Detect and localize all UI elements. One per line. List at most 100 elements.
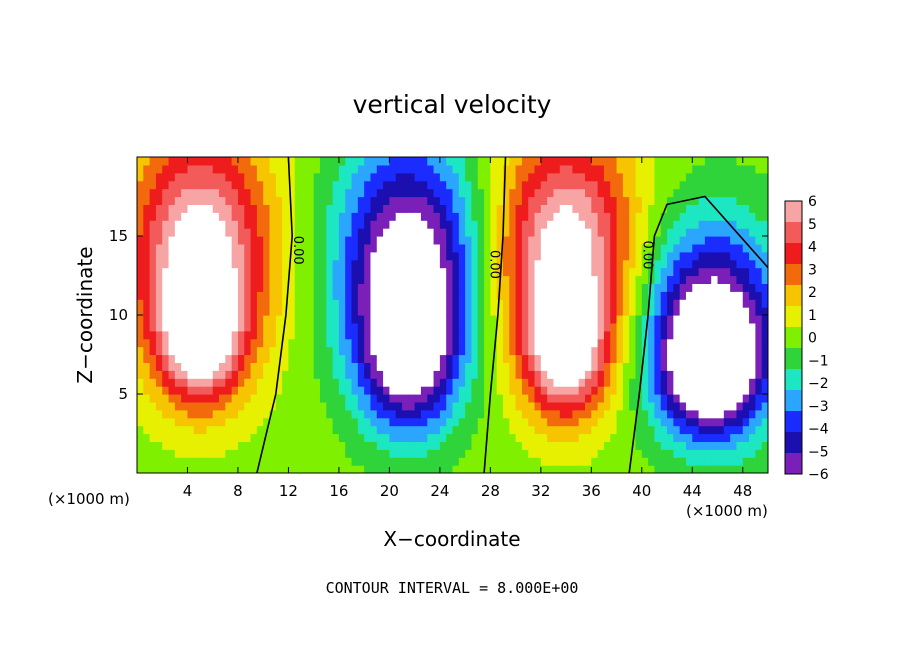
heatmap-cell (313, 330, 321, 340)
heatmap-cell (313, 220, 321, 229)
heatmap-cell (294, 425, 302, 435)
heatmap-cell (717, 457, 725, 466)
heatmap-cell (685, 457, 693, 466)
heatmap-cell (679, 346, 687, 356)
heatmap-cell (730, 228, 738, 237)
heatmap-cell (717, 394, 725, 403)
heatmap-cell (402, 362, 409, 371)
heatmap-cell (427, 394, 435, 403)
heatmap-cell (187, 267, 195, 277)
heatmap-cell (755, 330, 763, 340)
heatmap-cell (679, 394, 687, 403)
colorbar-swatch (785, 285, 802, 307)
heatmap-cell (338, 299, 346, 308)
heatmap-cell (471, 409, 479, 419)
heatmap-cell (389, 465, 397, 473)
heatmap-cell (730, 433, 738, 442)
heatmap-cell (654, 425, 662, 435)
heatmap-cell (143, 401, 151, 411)
heatmap-cell (755, 465, 763, 473)
heatmap-cell (162, 236, 170, 245)
heatmap-cell (635, 243, 643, 253)
heatmap-cell (749, 362, 756, 371)
heatmap-cell (376, 409, 384, 419)
heatmap-cell (711, 157, 719, 166)
heatmap-cell (225, 164, 233, 174)
heatmap-cell (187, 465, 195, 473)
heatmap-cell (515, 275, 523, 284)
heatmap-cell (149, 409, 157, 419)
heatmap-cell (692, 220, 700, 229)
heatmap-cell (332, 322, 340, 332)
heatmap-cell (282, 378, 290, 387)
heatmap-cell (521, 164, 529, 174)
heatmap-cell (509, 188, 517, 198)
heatmap-cell (610, 425, 618, 435)
heatmap-cell (187, 299, 195, 308)
heatmap-cell (275, 236, 283, 245)
heatmap-cell (345, 394, 353, 403)
heatmap-cell (332, 378, 340, 387)
heatmap-cell (673, 180, 681, 190)
heatmap-cell (162, 180, 170, 190)
heatmap-cell (282, 228, 290, 237)
heatmap-cell (200, 417, 208, 427)
heatmap-cell (225, 417, 233, 427)
heatmap-cell (137, 394, 144, 403)
heatmap-cell (439, 394, 447, 403)
heatmap-cell (282, 322, 290, 332)
heatmap-cell (641, 386, 649, 395)
heatmap-cell (723, 204, 731, 213)
heatmap-cell (717, 449, 725, 458)
heatmap-cell (376, 338, 384, 348)
heatmap-cell (654, 196, 662, 205)
heatmap-cell (471, 457, 479, 466)
heatmap-cell (402, 188, 409, 198)
heatmap-cell (477, 457, 485, 466)
heatmap-cell (660, 283, 668, 292)
heatmap-cell (730, 204, 738, 213)
heatmap-cell (641, 267, 649, 277)
heatmap-cell (370, 378, 378, 387)
heatmap-cell (282, 354, 290, 363)
heatmap-cell (465, 196, 473, 205)
heatmap-cell (730, 465, 738, 473)
heatmap-cell (616, 275, 624, 284)
heatmap-cell (452, 315, 460, 324)
heatmap-cell (572, 196, 580, 205)
heatmap-cell (749, 378, 756, 387)
heatmap-cell (635, 212, 643, 221)
heatmap-cell (761, 425, 768, 435)
heatmap-cell (219, 315, 226, 324)
heatmap-cell (162, 441, 170, 450)
heatmap-cell (332, 299, 340, 308)
heatmap-cell (591, 457, 599, 466)
heatmap-cell (597, 275, 605, 284)
heatmap-cell (572, 370, 580, 379)
heatmap-cell (250, 346, 258, 356)
heatmap-cell (679, 417, 687, 427)
heatmap-cell (692, 417, 700, 427)
heatmap-cell (749, 449, 756, 458)
heatmap-cell (313, 370, 321, 379)
heatmap-cell (603, 228, 611, 237)
heatmap-cell (181, 307, 189, 316)
heatmap-cell (629, 291, 637, 300)
heatmap-cell (578, 243, 586, 253)
heatmap-cell (603, 386, 611, 395)
contour-label: 0.00 (487, 250, 502, 279)
heatmap-cell (660, 338, 668, 348)
heatmap-cell (193, 196, 201, 205)
heatmap-cell (193, 394, 201, 403)
heatmap-cell (219, 180, 226, 190)
heatmap-cell (420, 157, 428, 166)
heatmap-cell (521, 370, 529, 379)
heatmap-cell (458, 172, 466, 182)
heatmap-cell (244, 449, 252, 458)
heatmap-cell (635, 220, 643, 229)
heatmap-cell (603, 275, 611, 284)
heatmap-cell (711, 338, 719, 348)
heatmap-cell (256, 465, 264, 473)
heatmap-cell (168, 188, 176, 198)
heatmap-cell (585, 251, 592, 261)
